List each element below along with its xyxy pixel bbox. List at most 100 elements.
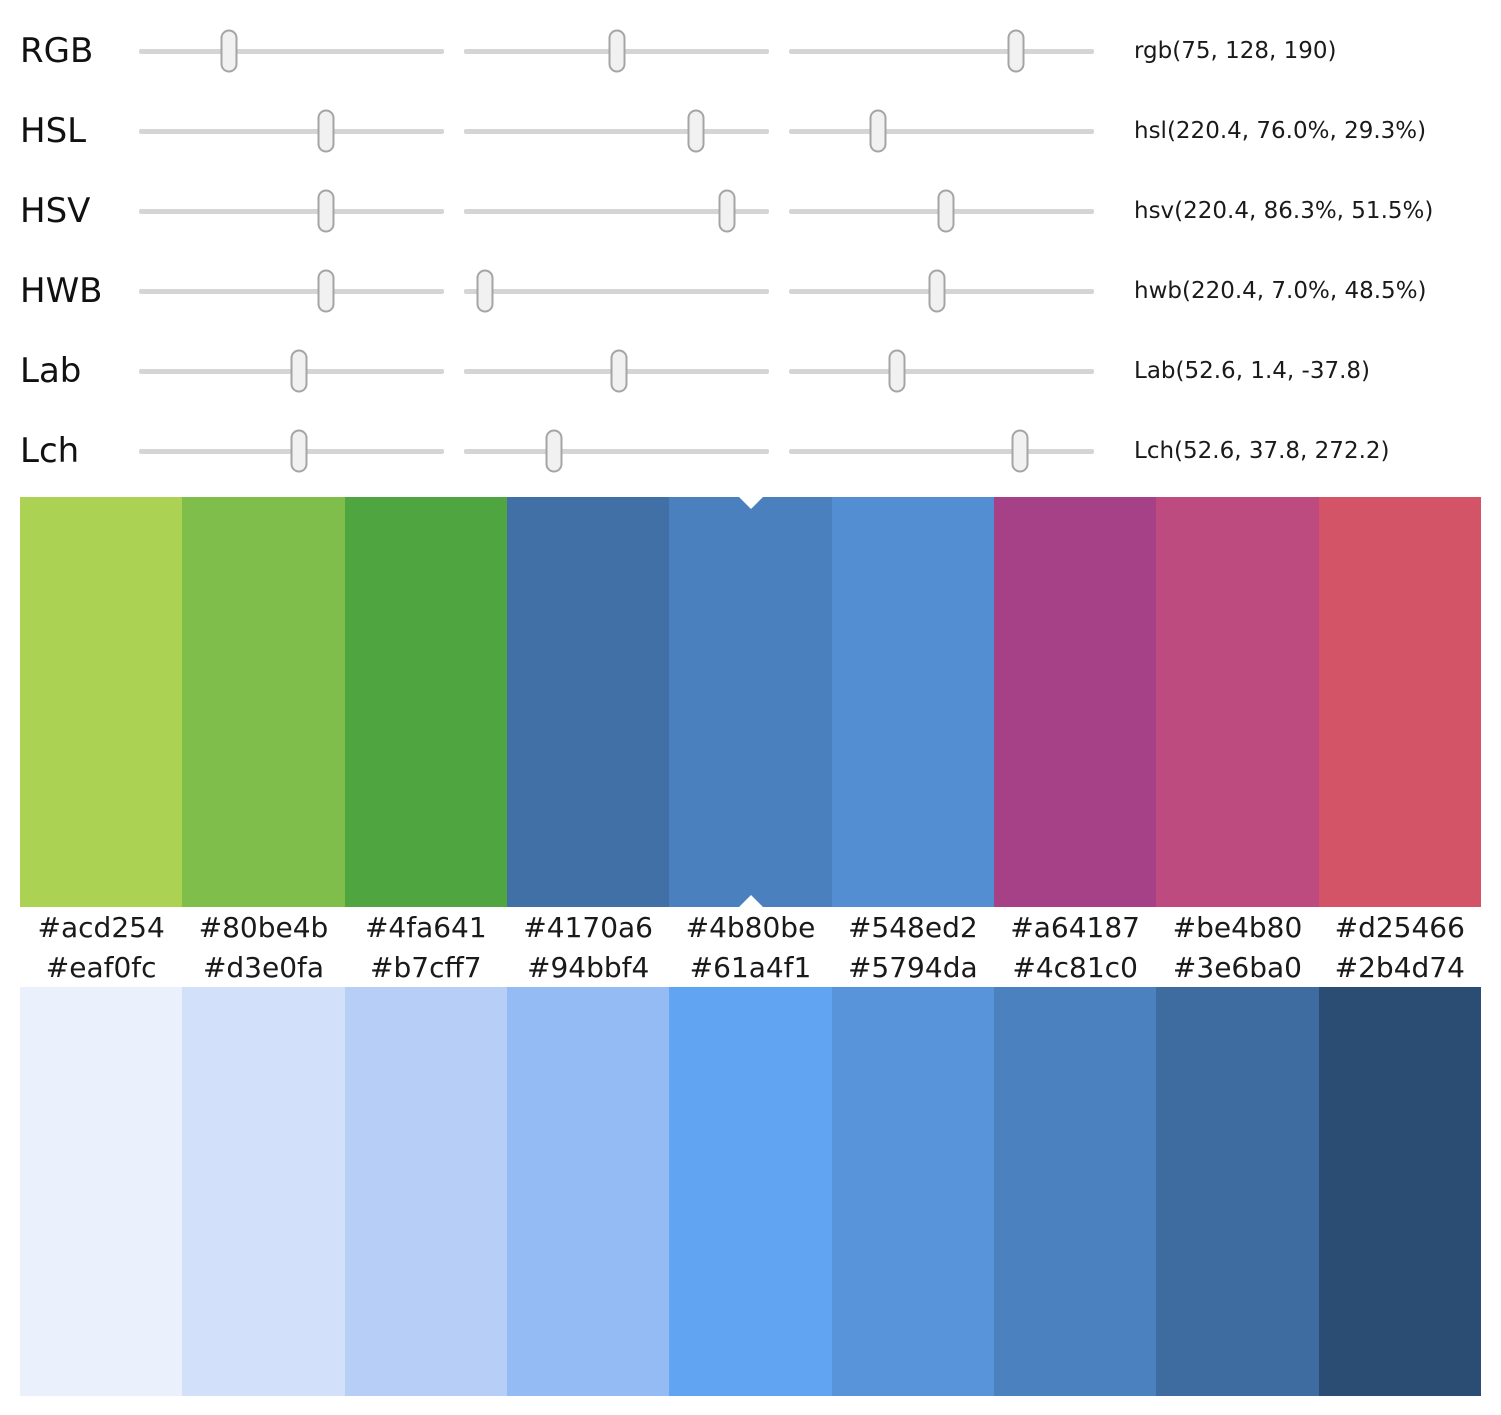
rgb-b-slider[interactable] [789,27,1094,75]
hsl-value-label: hsl(220.4, 76.0%, 29.3%) [1134,118,1427,144]
hwb-h-slider[interactable] [139,267,444,315]
slider-track [139,208,444,214]
slider-handle[interactable] [1011,429,1029,473]
slider-handle[interactable] [1007,29,1025,73]
hwb-value-label: hwb(220.4, 7.0%, 48.5%) [1134,278,1427,304]
slider-handle[interactable] [545,429,563,473]
hex-label: #2b4d74 [1334,950,1465,984]
hex-label: #4fa641 [364,910,487,944]
slider-track [789,368,1094,374]
palette-swatch[interactable] [182,497,345,907]
hex-label: #a64187 [1010,910,1140,944]
hsv-h-slider[interactable] [139,187,444,235]
hex-labels-main: #acd254 #80be4b #4fa641 #4170a6 #4b80be #548e… [20,907,1481,947]
slider-handle[interactable] [928,269,946,313]
shade-swatch[interactable] [1156,987,1319,1396]
slider-handle[interactable] [888,349,906,393]
hsv-s-slider[interactable] [464,187,769,235]
slider-handle[interactable] [290,429,308,473]
lab-a-slider[interactable] [464,347,769,395]
hex-label: #4c81c0 [1012,950,1138,984]
slider-handle[interactable] [937,189,955,233]
rgb-r-slider[interactable] [139,27,444,75]
slider-handle[interactable] [220,29,238,73]
hwb-row-label: HWB [20,271,103,311]
slider-handle[interactable] [718,189,736,233]
slider-handle[interactable] [687,109,705,153]
hex-label: #61a4f1 [689,950,812,984]
hex-label: #4170a6 [523,910,653,944]
rgb-row-label: RGB [20,31,94,71]
slider-row-hsv: HSV hsv(220.4, 86.3%, 51.5%) [0,171,1501,251]
slider-row-hsl: HSL hsl(220.4, 76.0%, 29.3%) [0,91,1501,171]
slider-track [139,128,444,134]
slider-track [464,208,769,214]
palette-swatch[interactable] [1156,497,1319,907]
palette-swatch[interactable] [1318,497,1481,907]
slider-handle[interactable] [290,349,308,393]
shade-swatch[interactable] [182,987,345,1396]
lch-h-slider[interactable] [789,427,1094,475]
color-palette-strip [20,497,1481,907]
palette-swatch[interactable] [993,497,1157,907]
hex-labels-shades: #eaf0fc #d3e0fa #b7cff7 #94bbf4 #61a4f1 #5794… [20,947,1481,987]
hsl-h-slider[interactable] [139,107,444,155]
hex-label: #b7cff7 [370,950,482,984]
palette-swatch[interactable] [344,497,507,907]
slider-track [789,128,1094,134]
lab-b-slider[interactable] [789,347,1094,395]
palette-swatch[interactable] [20,497,183,907]
hex-label: #d25466 [1334,910,1465,944]
hex-label: #80be4b [198,910,329,944]
slider-row-lch: Lch Lch(52.6, 37.8, 272.2) [0,411,1501,491]
hwb-b-slider[interactable] [789,267,1094,315]
hwb-w-slider[interactable] [464,267,769,315]
shade-swatch[interactable] [669,987,832,1396]
lch-c-slider[interactable] [464,427,769,475]
shades-palette-strip [20,987,1481,1396]
slider-handle[interactable] [317,109,335,153]
lab-row-label: Lab [20,351,82,391]
selection-notch-bottom [738,895,763,907]
lab-l-slider[interactable] [139,347,444,395]
hex-label: #548ed2 [847,910,978,944]
hex-label: #eaf0fc [45,950,157,984]
palette-swatch[interactable] [831,497,994,907]
selection-notch-top [738,497,763,509]
hex-label: #3e6ba0 [1172,950,1302,984]
hsv-value-label: hsv(220.4, 86.3%, 51.5%) [1134,198,1434,224]
hex-label: #4b80be [685,910,816,944]
hex-label: #acd254 [37,910,165,944]
slider-handle[interactable] [869,109,887,153]
shade-swatch[interactable] [1318,987,1481,1396]
lch-l-slider[interactable] [139,427,444,475]
hsl-s-slider[interactable] [464,107,769,155]
shade-swatch[interactable] [506,987,670,1396]
rgb-g-slider[interactable] [464,27,769,75]
slider-track [464,288,769,294]
lch-row-label: Lch [20,431,80,471]
slider-track [139,48,444,54]
slider-handle[interactable] [476,269,494,313]
shade-swatch[interactable] [831,987,994,1396]
lch-value-label: Lch(52.6, 37.8, 272.2) [1134,438,1390,464]
slider-handle[interactable] [610,349,628,393]
slider-handle[interactable] [317,189,335,233]
slider-handle[interactable] [608,29,626,73]
shade-swatch[interactable] [344,987,507,1396]
slider-track [464,128,769,134]
slider-row-hwb: HWB hwb(220.4, 7.0%, 48.5%) [0,251,1501,331]
hsl-l-slider[interactable] [789,107,1094,155]
sliders-section: RGB rgb(75, 128, 190) HSL hsl(220.4, 76.0%,… [0,0,1501,491]
slider-track [789,448,1094,454]
slider-handle[interactable] [317,269,335,313]
shade-swatch[interactable] [993,987,1157,1396]
shade-swatch[interactable] [20,987,183,1396]
hsv-v-slider[interactable] [789,187,1094,235]
hsl-row-label: HSL [20,111,87,151]
palette-swatch[interactable] [506,497,670,907]
palette-swatch[interactable] [669,497,832,907]
hex-label: #94bbf4 [526,950,650,984]
rgb-value-label: rgb(75, 128, 190) [1134,38,1337,64]
slider-track [789,48,1094,54]
